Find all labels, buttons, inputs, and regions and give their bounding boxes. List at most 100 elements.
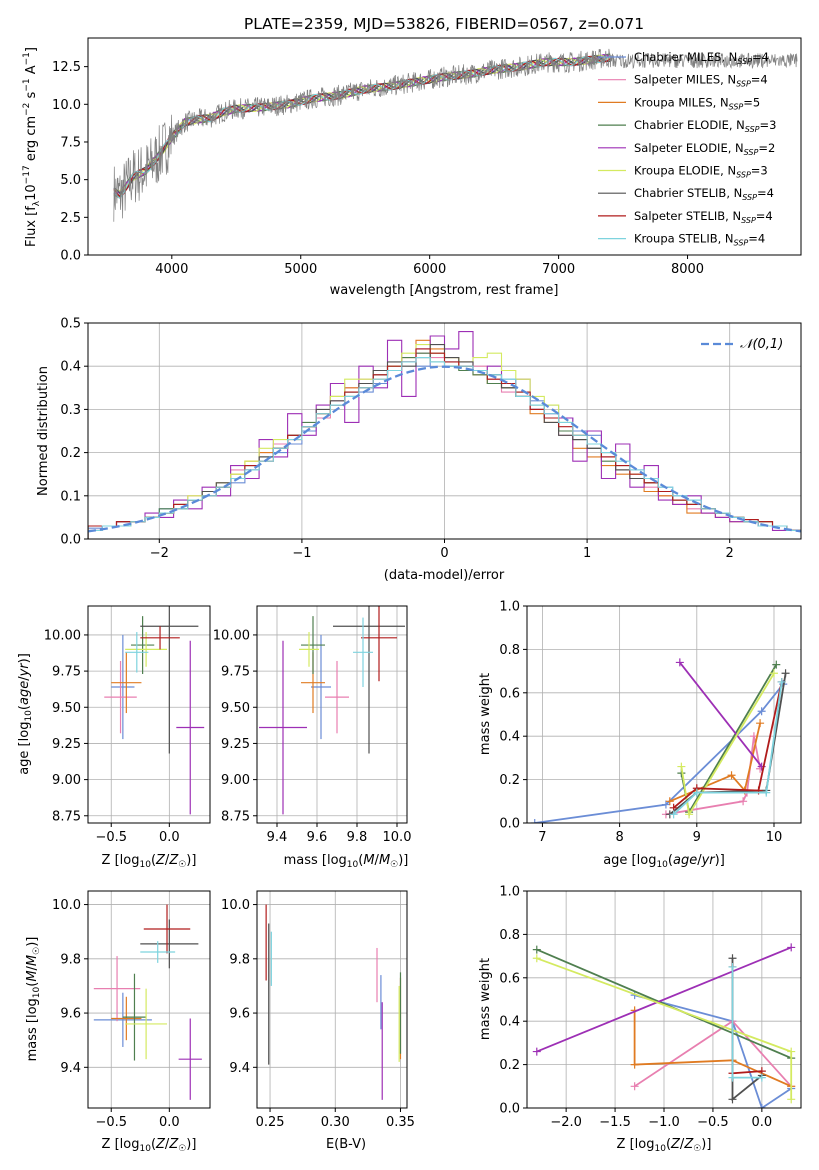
spectrum-ytick-label-2: 5.0 xyxy=(60,173,81,188)
z-age-axes: −0.5 0.0 8.75 9.00 9.25 9.50 9.75 10.00 xyxy=(44,605,211,845)
mass-age-point-5 xyxy=(299,632,319,667)
z-weight-xtick-label-3: −0.5 xyxy=(697,1115,729,1130)
z-mass-xtick-label-1: 0.0 xyxy=(159,1115,180,1130)
z-mass-x-label: Z [log10(Z/Z☉)] xyxy=(102,1137,197,1154)
z-weight-x-label: Z [log10(Z/Z☉)] xyxy=(617,1137,712,1154)
spectrum-x-label: wavelength [Angstrom, rest frame] xyxy=(330,283,559,298)
age-weight-xtick-label-2: 9 xyxy=(693,830,701,845)
spectrum-legend-label-2: Kroupa MILES, NSSP=5 xyxy=(634,95,760,111)
mass-age-xtick-label-3: 10.0 xyxy=(383,830,412,845)
z-mass-point-2 xyxy=(111,996,142,1041)
z-weight-line-0 xyxy=(634,994,792,1108)
z-weight-panel: −2.0 −1.5 −1.0 −0.5 0.0 0.0 0.2 0.4 0.6 0.8 1.0 Z … xyxy=(478,885,802,1154)
residual-xtick-label-3: 1 xyxy=(583,546,591,561)
z-age-y-label: age [log10(age/yr)] xyxy=(17,653,34,775)
residual-hist-4 xyxy=(88,331,801,539)
age-weight-marker-4-0 xyxy=(675,658,684,667)
age-weight-marker-8-1 xyxy=(692,788,701,797)
mass-age-points xyxy=(259,606,405,815)
mass-age-ytick-label-4: 9.75 xyxy=(221,665,250,680)
spectrum-model-2 xyxy=(113,54,611,200)
z-mass-point-1 xyxy=(93,956,141,1022)
z-weight-marker-2-1 xyxy=(630,1060,639,1069)
age-weight-y-label: mass weight xyxy=(478,673,493,755)
age-weight-xtick-label-3: 10 xyxy=(766,830,783,845)
mass-age-point-4 xyxy=(259,640,307,815)
z-weight-line-3 xyxy=(536,948,792,1059)
z-weight-ytick-label-3: 0.6 xyxy=(499,971,520,986)
age-weight-line-6 xyxy=(669,673,787,816)
spectrum-xtick-label-4: 8000 xyxy=(671,262,704,277)
z-weight-marker-8-2 xyxy=(757,1073,766,1082)
age-weight-ytick-label-1: 0.2 xyxy=(499,773,520,788)
age-weight-marker-2-3 xyxy=(756,719,765,728)
mass-age-ytick-label-0: 8.75 xyxy=(221,809,250,824)
mass-age-grid xyxy=(257,606,407,823)
spectrum-ytick-label-0: 0.0 xyxy=(60,249,81,264)
residual-ytick-label-4: 0.4 xyxy=(60,360,81,375)
z-age-point-3 xyxy=(130,616,155,674)
spectrum-plot-area xyxy=(113,48,798,222)
residual-x-label: (data-model)/error xyxy=(384,568,505,583)
residual-legend: 𝒩(0,1) xyxy=(701,337,783,352)
age-weight-lines xyxy=(530,658,790,823)
age-weight-axes: 7 8 9 10 0.0 0.2 0.4 0.6 0.8 1.0 xyxy=(499,600,802,845)
spectrum-xtick-label-3: 7000 xyxy=(542,262,575,277)
z-weight-marker-4-0 xyxy=(532,1047,541,1056)
age-weight-line-8 xyxy=(672,681,783,815)
spectrum-observed-line xyxy=(113,48,798,222)
mass-age-point-6 xyxy=(333,606,405,754)
mass-age-point-8 xyxy=(353,617,373,688)
spectrum-ytick-label-5: 12.5 xyxy=(52,60,81,75)
spectrum-frame xyxy=(87,37,802,256)
spectrum-legend-label-8: Kroupa STELIB, NSSP=4 xyxy=(634,232,765,248)
z-mass-point-5 xyxy=(125,988,168,1060)
age-weight-marker-0-0 xyxy=(530,819,539,823)
z-age-point-7 xyxy=(140,626,180,650)
spectrum-ytick-label-1: 2.5 xyxy=(60,211,81,226)
spectrum-xtick-label-2: 6000 xyxy=(413,262,446,277)
mass-age-axes: 9.4 9.6 9.8 10.0 8.75 9.00 9.25 9.50 9.75 10.00 xyxy=(213,605,412,845)
z-weight-line-4 xyxy=(536,946,792,1053)
spectrum-model-7 xyxy=(113,55,611,198)
z-mass-point-4 xyxy=(178,1018,202,1100)
residual-plot-area xyxy=(88,331,801,539)
residual-ytick-label-2: 0.2 xyxy=(60,446,81,461)
z-age-frame xyxy=(87,605,211,824)
z-age-point-0 xyxy=(111,634,135,740)
spectrum-legend: Chabrier MILES, NSSP=4 Salpeter MILES, NS… xyxy=(598,50,776,248)
ebv-mass-axes: 0.25 0.30 0.35 9.4 9.6 9.8 10.0 xyxy=(221,890,415,1130)
z-age-panel: −0.5 0.0 8.75 9.00 9.25 9.50 9.75 10.00 Z [log1… xyxy=(17,605,211,870)
spectrum-ytick-label-3: 7.5 xyxy=(60,135,81,150)
z-weight-marker-5-2 xyxy=(787,1095,796,1104)
residual-xtick-label-4: 2 xyxy=(726,546,734,561)
z-weight-marker-8-1 xyxy=(728,1073,737,1082)
z-mass-y-label: mass [log10(M/M☉)] xyxy=(25,937,42,1062)
mass-age-x-label: mass [log10(M/M☉)] xyxy=(284,853,409,870)
residual-hist-8 xyxy=(88,357,801,539)
z-weight-marker-4-1 xyxy=(787,943,796,952)
age-weight-line-4 xyxy=(679,661,763,768)
ebv-mass-xtick-label-0: 0.25 xyxy=(256,1115,285,1130)
age-weight-marker-5-2 xyxy=(769,669,778,678)
z-mass-panel: −0.5 0.0 9.4 9.6 9.8 10.0 Z [log10(Z/Z☉)] mas… xyxy=(25,890,211,1154)
age-weight-marker-5-1 xyxy=(685,810,694,819)
ebv-mass-ytick-label-2: 9.8 xyxy=(229,952,250,967)
z-weight-marker-6-0 xyxy=(728,954,737,963)
z-age-point-2 xyxy=(111,652,142,714)
spectrum-axes: 4000 5000 6000 7000 8000 0.0 2.5 5.0 7.5 10.0 12.5 xyxy=(52,37,802,277)
z-mass-ytick-label-2: 9.8 xyxy=(60,952,81,967)
mass-age-point-0 xyxy=(311,634,331,740)
spectrum-legend-label-0: Chabrier MILES, NSSP=4 xyxy=(634,50,769,66)
z-weight-marker-5-0 xyxy=(532,954,541,963)
z-mass-point-7 xyxy=(143,904,191,954)
residual-xtick-label-1: −1 xyxy=(292,546,311,561)
z-weight-grid xyxy=(527,890,801,1109)
spectrum-model-8 xyxy=(113,54,611,200)
spectrum-ytick-label-4: 10.0 xyxy=(52,98,81,113)
spectrum-model-lines xyxy=(113,53,611,200)
residual-ytick-label-0: 0.0 xyxy=(60,533,81,548)
z-weight-marker-3-0 xyxy=(532,945,541,954)
residual-axes: −2 −1 0 1 2 0.0 0.1 0.2 0.3 0.4 0.5 xyxy=(60,317,802,561)
